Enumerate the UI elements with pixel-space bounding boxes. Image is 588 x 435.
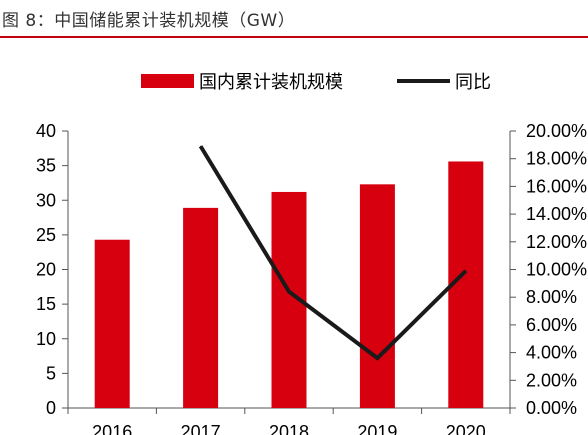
y-right-tick-label: 2.00% — [526, 370, 577, 390]
x-tick-label: 2018 — [269, 422, 309, 435]
y-right-tick-label: 12.00% — [526, 232, 587, 252]
y-left-tick-label: 30 — [36, 190, 56, 210]
y-left-tick-label: 15 — [36, 294, 56, 314]
y-left-tick-label: 40 — [36, 121, 56, 141]
line-point — [288, 291, 290, 293]
x-tick-label: 2017 — [181, 422, 221, 435]
y-left-tick-label: 5 — [46, 363, 56, 383]
y-right-tick-label: 6.00% — [526, 315, 577, 335]
y-left-tick-label: 20 — [36, 260, 56, 280]
line-point — [465, 270, 467, 272]
y-right-tick-label: 20.00% — [526, 121, 587, 141]
x-tick-label: 2019 — [357, 422, 397, 435]
line-series — [198, 145, 468, 361]
legend-label-line: 同比 — [455, 72, 491, 93]
x-tick-label: 2016 — [92, 422, 132, 435]
bar — [359, 184, 395, 408]
y-right-tick-label: 10.00% — [526, 260, 587, 280]
y-right-tick-label: 16.00% — [526, 176, 587, 196]
tick-labels: 0 5 10 15 20 25 30 35 40 0.00% 2.00% 4.00% 6.00% 8.00… — [36, 121, 587, 435]
chart-legend: 国内累计装机规模 同比 — [141, 72, 491, 93]
title-divider — [0, 36, 588, 38]
y-left-tick-label: 35 — [36, 156, 56, 176]
bar-series — [94, 161, 484, 408]
bar — [94, 239, 130, 408]
y-right-tick-label: 18.00% — [526, 149, 587, 169]
y-left-tick-label: 25 — [36, 225, 56, 245]
line-point — [200, 145, 202, 147]
y-left-tick-label: 10 — [36, 329, 56, 349]
line-point — [376, 357, 378, 359]
y-right-tick-label: 0.00% — [526, 398, 577, 418]
y-left-tick-label: 0 — [46, 398, 56, 418]
y-right-tick-label: 14.00% — [526, 204, 587, 224]
legend-label-bar: 国内累计装机规模 — [199, 72, 343, 93]
yoy-line — [198, 145, 468, 361]
y-right-tick-label: 4.00% — [526, 343, 577, 363]
x-tick-label: 2020 — [446, 422, 486, 435]
bar — [183, 207, 219, 408]
y-right-tick-label: 8.00% — [526, 287, 577, 307]
legend-swatch-bar — [141, 74, 194, 88]
figure-title: 图 8：中国储能累计装机规模（GW） — [2, 11, 296, 31]
